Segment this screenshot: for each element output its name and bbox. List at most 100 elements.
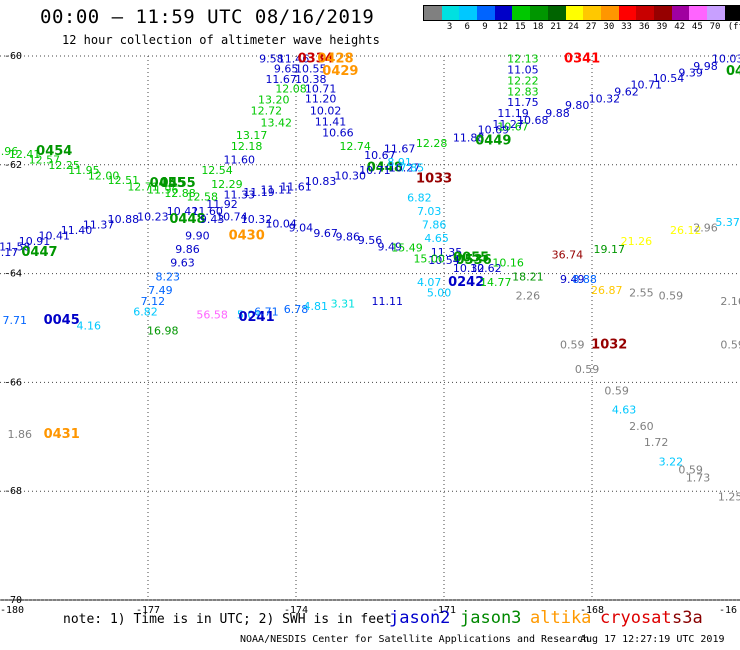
data-point-label: 6.78 <box>284 303 309 316</box>
legend-label: 15 <box>514 22 526 32</box>
data-point-label: 12.08 <box>275 83 307 96</box>
data-point-label: 26.12 <box>670 224 702 237</box>
data-point-label: 9.58 <box>259 53 284 66</box>
data-point-label: 9.63 <box>170 257 195 270</box>
data-point-label: 19.17 <box>594 243 626 256</box>
x-tick-label: -174 <box>284 605 308 616</box>
data-point-label: 36.74 <box>552 249 584 262</box>
data-point-label: 11.17 <box>0 246 18 259</box>
legend-swatch <box>547 6 566 20</box>
data-point-label: 0536 <box>456 253 492 268</box>
data-point-label: 7.86 <box>422 219 447 232</box>
data-point-label: 7.03 <box>417 205 442 218</box>
data-point-label: 12.28 <box>416 137 448 150</box>
legend-label: 3 <box>446 22 453 32</box>
data-point-label: 1.86 <box>7 428 32 441</box>
legend-swatch <box>477 6 495 20</box>
legend-swatch <box>671 6 690 20</box>
legend-swatch <box>424 6 442 20</box>
data-point-label: 10.68 <box>517 114 549 127</box>
data-point-label: 9.80 <box>565 99 590 112</box>
data-point-label: 2.96 <box>693 221 718 234</box>
data-point-label: 18.21 <box>512 270 544 283</box>
data-point-label: 7.12 <box>141 295 166 308</box>
generated-timestamp: Aug 17 12:27:19 UTC 2019 <box>580 634 725 645</box>
data-point-label: 11.05 <box>507 64 539 77</box>
data-point-label: 0428 <box>317 52 353 67</box>
data-point-label: 11.88 <box>453 132 485 145</box>
data-point-label: 0449 <box>475 133 511 148</box>
data-point-label: 5.37 <box>715 216 740 229</box>
data-point-label: 13.20 <box>258 94 290 107</box>
data-point-label: 9.43 <box>200 213 225 226</box>
data-point-label: 12.25 <box>48 159 80 172</box>
page-title: 00:00 – 11:59 UTC 08/16/2019 <box>40 6 375 28</box>
data-point-label: 1033 <box>416 171 452 186</box>
data-point-label: 10.23 <box>137 210 169 223</box>
data-point-label: 2.26 <box>516 289 541 302</box>
data-point-label: 14.77 <box>480 276 512 289</box>
data-point-label: 9.65 <box>274 63 299 76</box>
legend-swatch <box>494 6 513 20</box>
data-point-label: 1032 <box>591 337 627 352</box>
data-point-label: 11.11 <box>372 295 404 308</box>
data-point-label: 0.59 <box>659 289 684 302</box>
data-point-label: 11.61 <box>280 181 312 194</box>
legend-swatch <box>565 6 584 20</box>
x-tick-label: -180 <box>0 605 24 616</box>
legend-label: 18 <box>532 22 544 32</box>
x-tick-label: -168 <box>580 605 604 616</box>
data-point-label: 12.58 <box>187 190 219 203</box>
data-point-label: 0430 <box>229 229 265 244</box>
y-tick-label: -62 <box>4 160 22 171</box>
data-point-label: 2.55 <box>629 287 654 300</box>
data-point-label: 11.27 <box>492 118 524 131</box>
legend-label: 33 <box>621 22 632 32</box>
data-point-label: 5.00 <box>427 287 452 300</box>
data-point-label: 10.32 <box>241 213 273 226</box>
page-subtitle: 12 hour collection of altimeter wave hei… <box>62 33 380 47</box>
legend-swatch <box>459 6 478 20</box>
data-point-label: 10.04 <box>265 218 297 231</box>
data-point-label: 10.71 <box>359 164 391 177</box>
data-point-label: 10.03 <box>712 53 740 66</box>
data-point-label: 12.18 <box>231 140 263 153</box>
data-point-label: 12.29 <box>211 178 243 191</box>
data-point-label: 8.23 <box>155 270 180 283</box>
data-point-label: 10.71 <box>631 78 663 91</box>
data-point-label: 0448 <box>169 212 205 227</box>
satellite-label-altika: altika <box>530 608 592 628</box>
data-point-label: 10.30 <box>335 170 367 183</box>
data-point-label: 0447 <box>21 245 57 260</box>
data-point-label: 11.95 <box>68 164 100 177</box>
y-tick-label: -60 <box>4 51 22 62</box>
data-point-label: 8.91 <box>387 156 412 169</box>
data-point-label: 11.37 <box>83 219 115 232</box>
legend-swatch <box>618 6 637 20</box>
data-point-label: 2.16 <box>720 295 740 308</box>
data-point-label: 3.31 <box>331 298 356 311</box>
data-point-label: 7.71 <box>3 314 28 327</box>
data-point-label: 9.88 <box>545 107 570 120</box>
data-point-label: 04 <box>726 64 740 79</box>
data-point-label: 11.41 <box>315 115 347 128</box>
data-point-label: 0454 <box>36 144 72 159</box>
data-point-label: 10.38 <box>295 73 327 86</box>
data-point-label: 7.85 <box>400 162 425 175</box>
data-point-label: 10.69 <box>478 123 510 136</box>
data-point-label: 12.72 <box>251 104 283 117</box>
data-point-label: 10.67 <box>497 121 529 134</box>
data-point-label: 11.35 <box>431 246 463 259</box>
data-point-label: 0242 <box>448 275 484 290</box>
legend-swatch <box>636 6 654 20</box>
data-point-label: 11.46 <box>278 53 310 66</box>
x-tick-label: -171 <box>432 605 456 616</box>
data-point-label: 0455 <box>150 176 186 191</box>
data-point-label: 12.00 <box>88 170 120 183</box>
data-point-label: 0045 <box>44 313 80 328</box>
data-point-label: 0055 <box>453 250 489 265</box>
data-point-label: 11.20 <box>305 92 337 105</box>
data-point-label: 26.87 <box>591 284 623 297</box>
color-scale-legend <box>423 5 740 21</box>
